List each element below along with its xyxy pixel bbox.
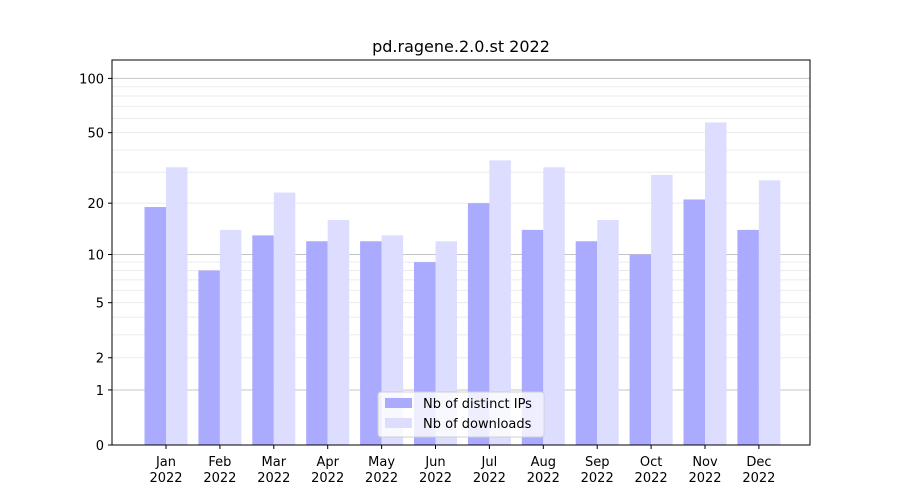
legend-box [377, 391, 545, 438]
bar-distinct-ips [467, 203, 490, 445]
x-tick-label: 2022 [419, 471, 452, 486]
bar-downloads [758, 180, 781, 445]
chart-title: pd.ragene.2.0.st 2022 [372, 37, 550, 56]
x-tick-label: Sep [585, 455, 610, 470]
x-tick-label: Jun [424, 455, 445, 470]
plot-frame [111, 59, 811, 446]
x-tick-label: 2022 [149, 471, 182, 486]
x-tick-label: 2022 [581, 471, 614, 486]
bar-distinct-ips [306, 241, 328, 445]
bar-downloads [219, 229, 242, 445]
x-tick-label: Apr [316, 455, 339, 470]
x-tick-label: 2022 [527, 471, 560, 486]
bar-distinct-ips [521, 229, 544, 445]
y-tick-label: 0 [96, 439, 104, 454]
y-tick-label: 100 [79, 72, 104, 87]
legend-swatch [385, 418, 412, 428]
x-tick-label: 2022 [742, 471, 775, 486]
bar-distinct-ips [198, 270, 220, 445]
x-tick-label: Aug [531, 455, 556, 470]
x-tick-label: 2022 [365, 471, 398, 486]
x-tick-label: 2022 [311, 471, 344, 486]
legend-label: Nb of distinct IPs [423, 397, 532, 412]
x-tick-label: 2022 [635, 471, 668, 486]
bar-distinct-ips [360, 241, 382, 445]
x-tick-label: Dec [746, 455, 771, 470]
legend-swatch [385, 398, 412, 408]
bar-distinct-ips [575, 241, 598, 445]
x-tick-label: Oct [640, 455, 662, 470]
legend: Nb of distinct IPs Nb of downloads [377, 391, 545, 438]
y-tick-label: 10 [87, 249, 104, 264]
bar-downloads [543, 167, 565, 445]
bar-downloads [166, 167, 188, 445]
bar-distinct-ips [144, 207, 166, 445]
bar-distinct-ips [683, 199, 705, 445]
legend-label: Nb of downloads [423, 417, 532, 432]
x-tick-label: 2022 [203, 471, 236, 486]
y-tick-label: 1 [96, 384, 104, 399]
bar-downloads [705, 122, 727, 445]
y-tick-label: 5 [96, 297, 104, 312]
x-tick-label: Jan [155, 455, 176, 470]
x-tick-label: Jul [481, 455, 498, 470]
bar-downloads [489, 160, 511, 445]
y-tick-label: 50 [87, 127, 104, 142]
x-tick-label: 2022 [257, 471, 290, 486]
bar-distinct-ips [629, 254, 652, 445]
bar-downloads [651, 174, 673, 445]
bar-downloads [327, 219, 350, 445]
bar-distinct-ips [252, 235, 274, 445]
y-tick-label: 2 [96, 352, 104, 367]
x-tick-label: Feb [208, 455, 231, 470]
x-tick-label: Mar [262, 455, 287, 470]
bar-downloads [273, 192, 296, 445]
x-tick-label: 2022 [473, 471, 506, 486]
bar-downloads [597, 219, 619, 445]
x-tick-label: May [368, 455, 395, 470]
y-tick-label: 20 [87, 197, 104, 212]
x-tick-label: Nov [692, 455, 718, 470]
x-tick-label: 2022 [688, 471, 721, 486]
bar-distinct-ips [737, 229, 759, 445]
